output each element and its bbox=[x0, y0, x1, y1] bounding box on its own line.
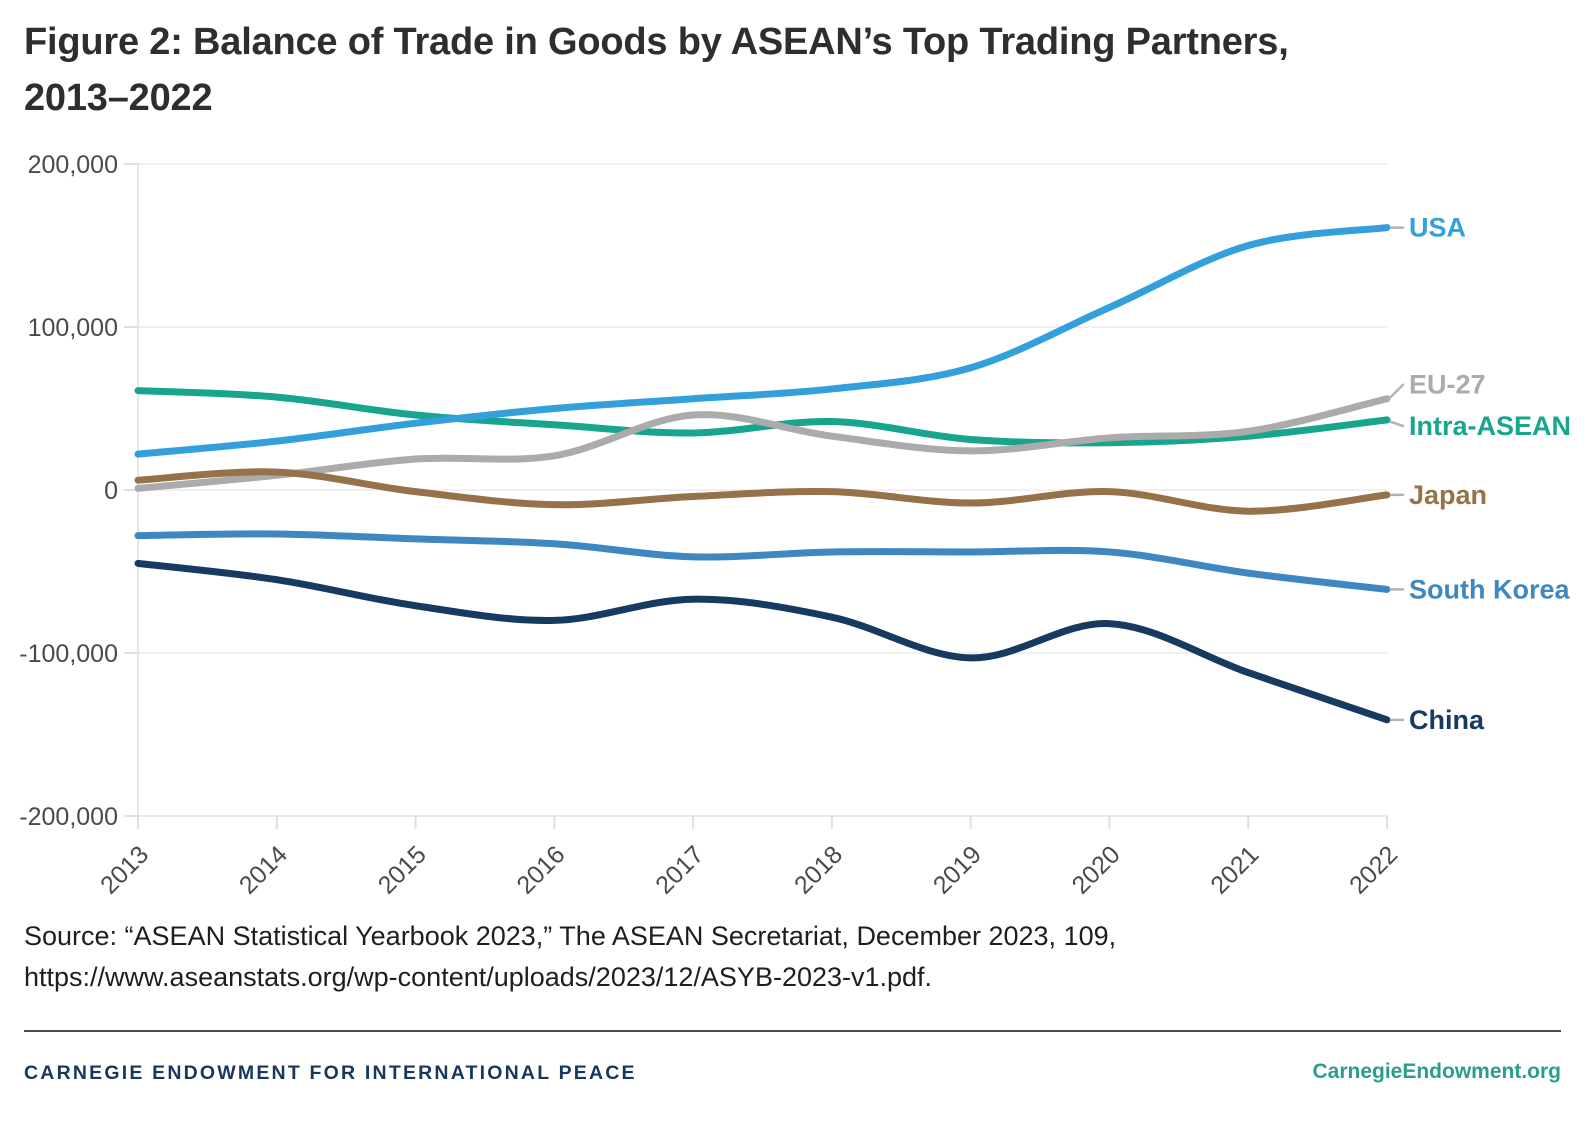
source-line1: Source: “ASEAN Statistical Yearbook 2023… bbox=[24, 921, 1117, 951]
series-leader-intra-asean bbox=[1389, 420, 1405, 428]
y-axis-label--100000: -100,000 bbox=[19, 640, 118, 668]
series-label-eu-27: EU-27 bbox=[1409, 370, 1486, 400]
series-label-china: China bbox=[1409, 705, 1485, 735]
series-line-intra-asean bbox=[134, 387, 1391, 447]
series-line-south-korea bbox=[134, 530, 1391, 593]
series-label-south-korea: South Korea bbox=[1409, 574, 1570, 604]
page-title-line2: 2013–2022 bbox=[24, 77, 213, 119]
series-line-usa bbox=[134, 224, 1391, 458]
series-line-eu-27 bbox=[134, 395, 1391, 492]
source-line2: https://www.aseanstats.org/wp-content/up… bbox=[24, 962, 933, 992]
x-axis-label-2016: 2016 bbox=[511, 840, 570, 899]
series-line-china bbox=[134, 559, 1391, 724]
x-axis-label-2014: 2014 bbox=[234, 840, 293, 899]
footer-website-link: CarnegieEndowment.org bbox=[1312, 1060, 1561, 1083]
y-axis-label--200000: -200,000 bbox=[19, 803, 118, 831]
x-axis-label-2020: 2020 bbox=[1067, 840, 1126, 899]
footer-divider bbox=[24, 1030, 1561, 1032]
page-title: Figure 2: Balance of Trade in Goods by A… bbox=[24, 14, 1484, 126]
y-axis-label-0: 0 bbox=[104, 477, 118, 505]
x-axis-label-2019: 2019 bbox=[928, 840, 987, 899]
x-axis-label-2017: 2017 bbox=[650, 840, 709, 899]
x-axis-label-2022: 2022 bbox=[1344, 840, 1403, 899]
page-title-line1: Figure 2: Balance of Trade in Goods by A… bbox=[24, 21, 1289, 63]
y-axis-label-100000: 100,000 bbox=[28, 314, 118, 342]
x-axis-label-2013: 2013 bbox=[95, 840, 154, 899]
x-axis-label-2018: 2018 bbox=[789, 840, 848, 899]
series-label-japan: Japan bbox=[1409, 480, 1487, 510]
series-line-japan bbox=[134, 468, 1391, 515]
source-text: Source: “ASEAN Statistical Yearbook 2023… bbox=[24, 916, 1324, 998]
trade-balance-line-chart: 200,000 100,000 0 -100,000 -200,000 2013 2014 2… bbox=[19, 151, 1571, 900]
footer-org-name: CARNEGIE ENDOWMENT FOR INTERNATIONAL PEA… bbox=[24, 1062, 637, 1084]
y-axis-label-200000: 200,000 bbox=[28, 151, 118, 179]
series-leader-eu-27 bbox=[1389, 383, 1405, 398]
x-axis-label-2021: 2021 bbox=[1205, 840, 1264, 899]
x-axis-label-2015: 2015 bbox=[373, 840, 432, 899]
series-label-usa: USA bbox=[1409, 213, 1466, 243]
series-label-intra-asean: Intra-ASEAN bbox=[1409, 411, 1571, 441]
